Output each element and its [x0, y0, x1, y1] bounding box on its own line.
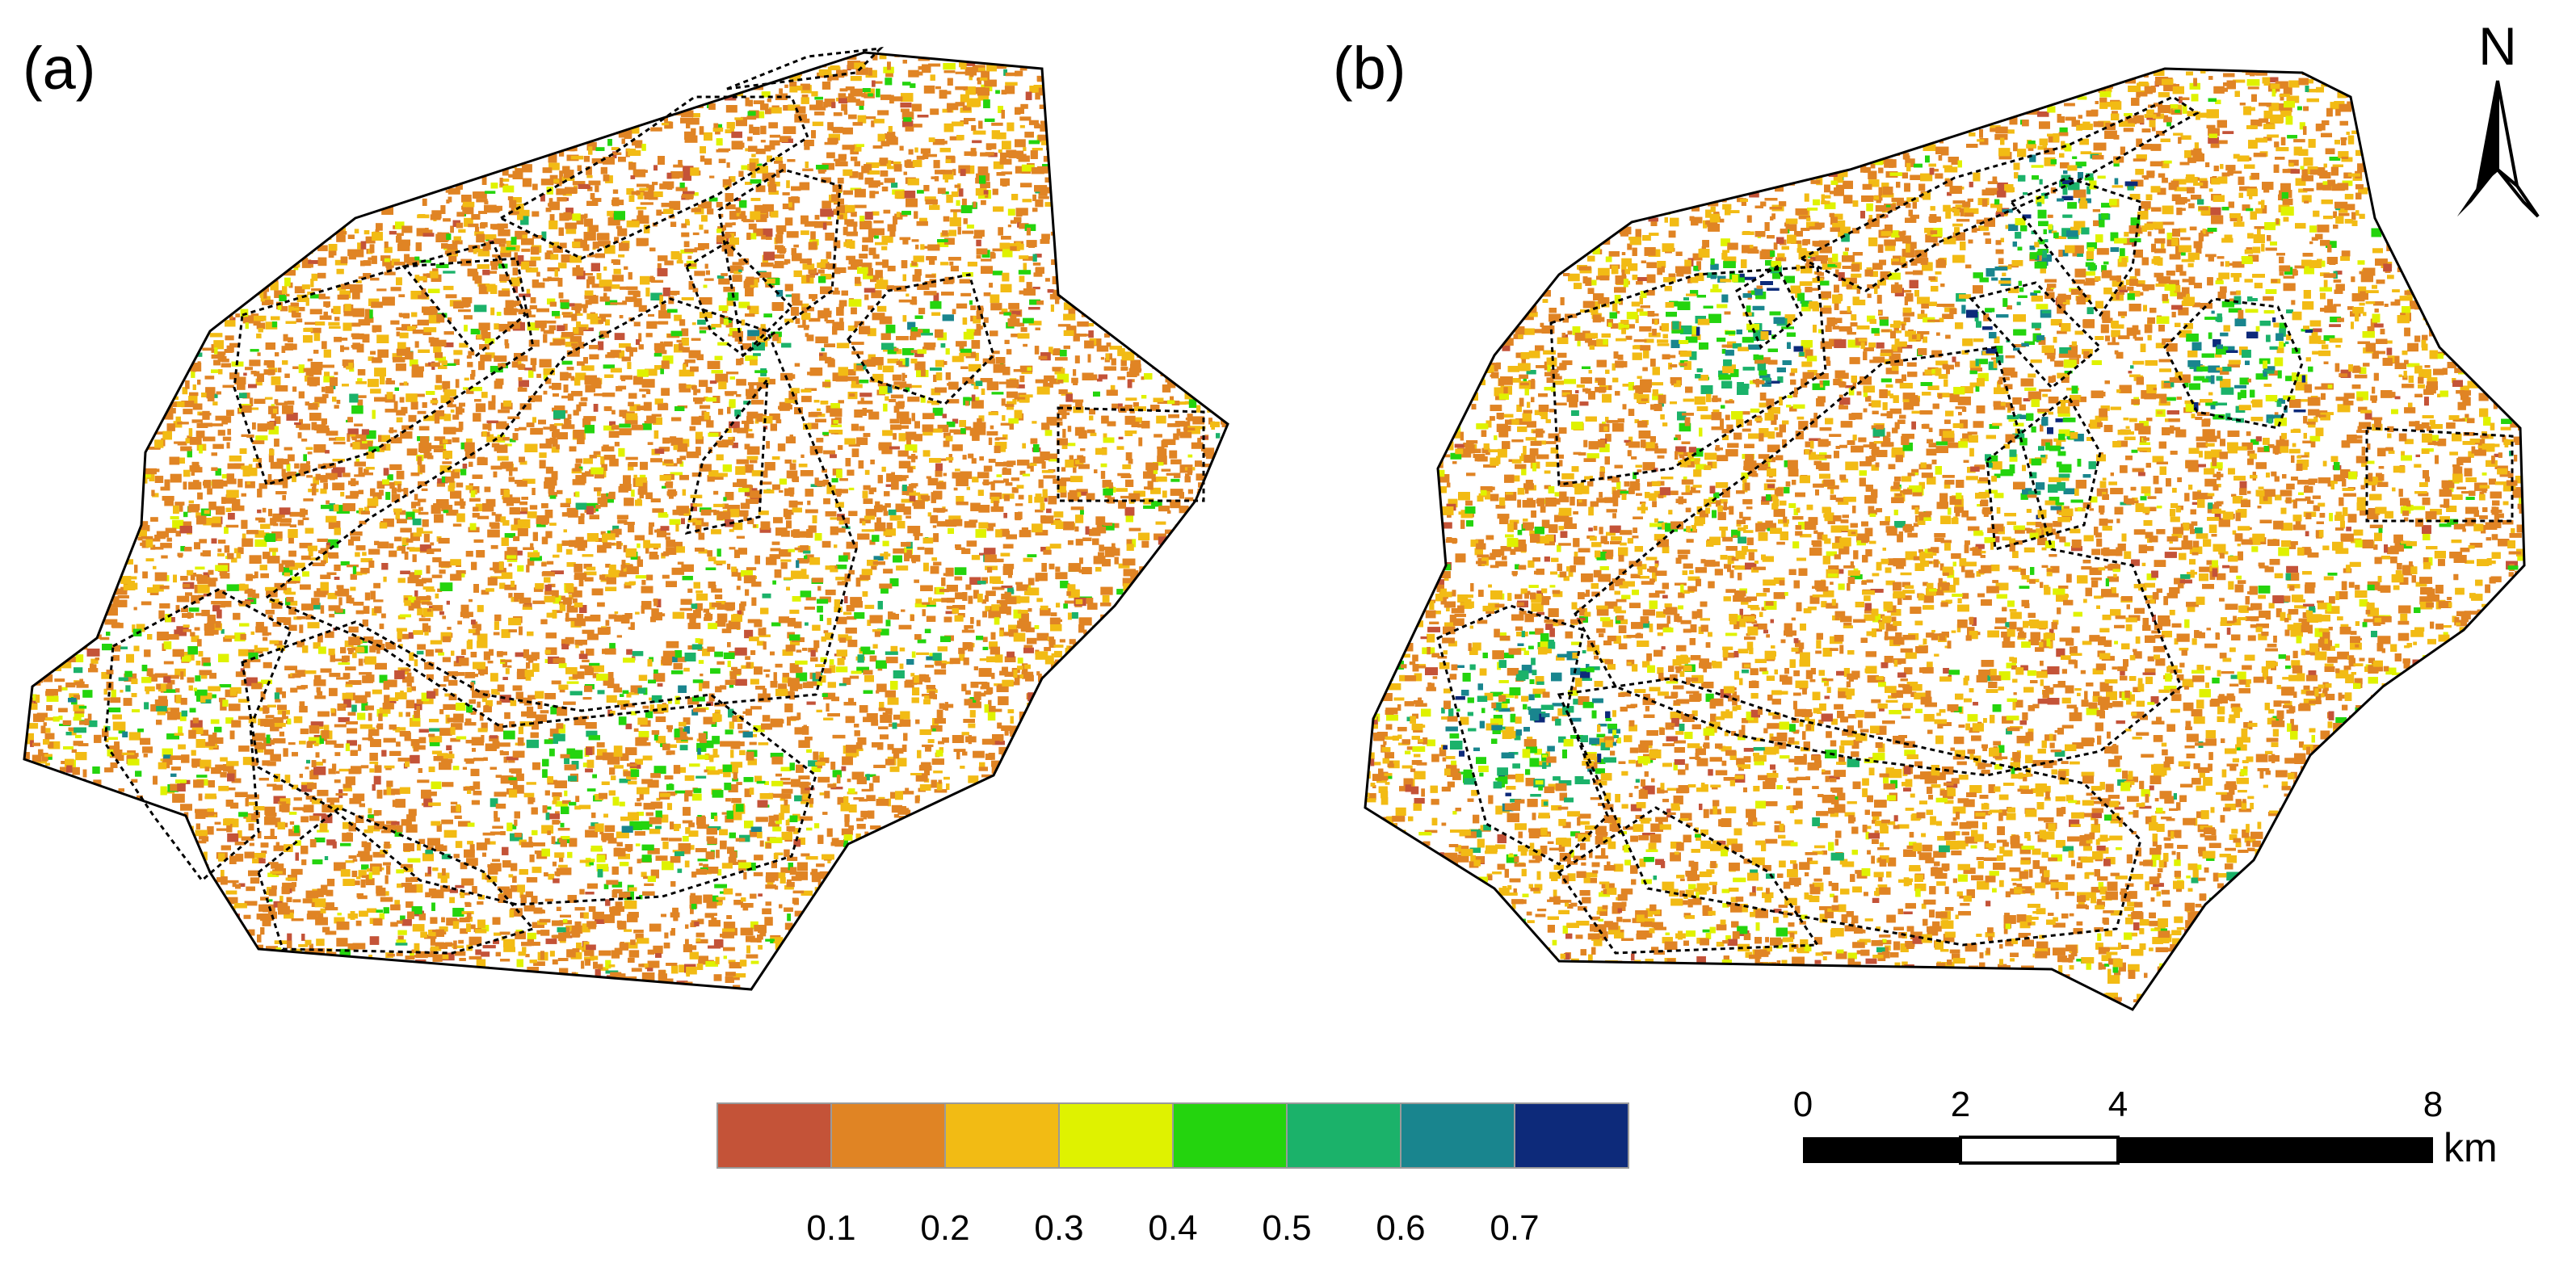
colorbar-swatch	[1400, 1102, 1515, 1169]
map-b-boundary	[1364, 67, 2526, 1011]
scale-tick-2: 2	[1951, 1085, 1970, 1124]
colorbar-tick-label: 0.1	[806, 1208, 855, 1248]
map-panel-a	[24, 52, 1228, 989]
colorbar-swatch	[944, 1102, 1060, 1169]
colorbar-swatch	[1058, 1102, 1174, 1169]
panel-label-b: (b)	[1333, 35, 1406, 102]
scale-segment-2-4	[1959, 1136, 2120, 1165]
colorbar-swatch	[716, 1102, 832, 1169]
colorbar-swatch	[1514, 1102, 1629, 1169]
panel-label-a: (a)	[23, 35, 95, 102]
colorbar-tick-label: 0.5	[1262, 1208, 1311, 1248]
colorbar-swatch	[830, 1102, 946, 1169]
scale-segment-0-2	[1803, 1137, 1960, 1163]
map-a-boundary	[23, 51, 1229, 991]
map-a-zones	[103, 47, 1205, 955]
north-arrow-label: N	[2478, 16, 2517, 76]
scale-segment-4-8	[2118, 1137, 2433, 1163]
scale-tick-0: 0	[1793, 1085, 1813, 1124]
scale-tick-8: 8	[2423, 1085, 2443, 1124]
colorbar-tick-label: 0.7	[1490, 1208, 1539, 1248]
map-panel-b	[1365, 69, 2524, 1010]
colorbar-tick-label: 0.4	[1148, 1208, 1197, 1248]
colorbar-tick-label: 0.6	[1376, 1208, 1425, 1248]
colorbar-swatch	[1172, 1102, 1288, 1169]
colorbar-tick-label: 0.3	[1034, 1208, 1083, 1248]
north-arrow: N	[2457, 16, 2540, 218]
scale-unit: km	[2444, 1125, 2498, 1170]
colorbar-swatch	[1286, 1102, 1401, 1169]
map-b-zones	[1436, 95, 2514, 955]
colorbar-tick-label: 0.2	[920, 1208, 969, 1248]
colorbar-legend: 0.1 0.2 0.3 0.4 0.5 0.6 0.7	[716, 1102, 1629, 1248]
scale-tick-4: 4	[2108, 1085, 2128, 1124]
scale-bar: 0 2 4 8 km	[1793, 1085, 2498, 1170]
